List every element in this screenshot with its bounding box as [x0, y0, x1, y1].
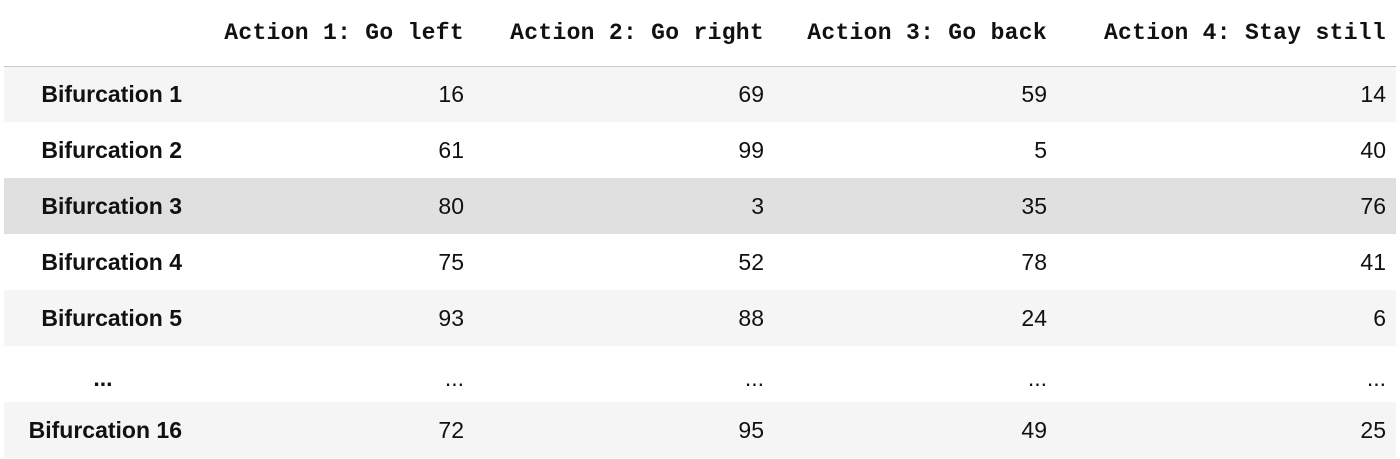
table-row-ellipsis: ... ... ... ... ...: [4, 346, 1396, 402]
row-index-ellipsis: ...: [93, 364, 113, 391]
row-index-label: Bifurcation 3: [41, 192, 182, 219]
table-cell: 75: [438, 248, 464, 275]
table-cell: 5: [1034, 136, 1047, 163]
table-cell: 3: [751, 192, 764, 219]
table-cell-ellipsis: ...: [744, 364, 764, 391]
table-cell-ellipsis: ...: [1027, 364, 1047, 391]
table-row: Bifurcation 4 75 52 78 41: [4, 234, 1396, 290]
table-cell: 59: [1021, 80, 1047, 107]
dataframe-table: Action 1: Go left Action 2: Go right Act…: [4, 0, 1396, 458]
table-cell: 25: [1360, 416, 1386, 443]
table-cell: 69: [738, 80, 764, 107]
table-cell: 52: [738, 248, 764, 275]
table-cell: 16: [438, 80, 464, 107]
row-index-label: Bifurcation 4: [41, 248, 182, 275]
table-cell: 14: [1360, 80, 1386, 107]
table-cell-ellipsis: ...: [1366, 364, 1386, 391]
table-cell: 76: [1360, 192, 1386, 219]
header-row: Action 1: Go left Action 2: Go right Act…: [4, 0, 1396, 67]
table-cell: 93: [438, 304, 464, 331]
table-row: Bifurcation 2 61 99 5 40: [4, 122, 1396, 178]
table-cell: 99: [738, 136, 764, 163]
table-row: Bifurcation 5 93 88 24 6: [4, 290, 1396, 346]
index-header: [4, 0, 202, 67]
table-cell: 41: [1360, 248, 1386, 275]
table-row: Bifurcation 16 72 95 49 25: [4, 402, 1396, 458]
table-cell: 6: [1373, 304, 1386, 331]
column-header-action-4: Action 4: Stay still: [1057, 0, 1396, 67]
table-row-highlighted: Bifurcation 3 80 3 35 76: [4, 178, 1396, 234]
column-header-action-3: Action 3: Go back: [774, 0, 1057, 67]
table-cell: 24: [1021, 304, 1047, 331]
column-header-action-2: Action 2: Go right: [474, 0, 774, 67]
table-cell-ellipsis: ...: [444, 364, 464, 391]
row-index-label: Bifurcation 2: [41, 136, 182, 163]
table-cell: 61: [438, 136, 464, 163]
table-cell: 40: [1360, 136, 1386, 163]
row-index-label: Bifurcation 16: [28, 416, 182, 443]
column-header-action-1: Action 1: Go left: [202, 0, 474, 67]
table-cell: 78: [1021, 248, 1047, 275]
table-row: Bifurcation 1 16 69 59 14: [4, 66, 1396, 122]
table-cell: 35: [1021, 192, 1047, 219]
table-cell: 80: [438, 192, 464, 219]
table-cell: 72: [438, 416, 464, 443]
row-index-label: Bifurcation 1: [41, 80, 182, 107]
table-cell: 49: [1021, 416, 1047, 443]
table-cell: 88: [738, 304, 764, 331]
table-cell: 95: [738, 416, 764, 443]
row-index-label: Bifurcation 5: [41, 304, 182, 331]
